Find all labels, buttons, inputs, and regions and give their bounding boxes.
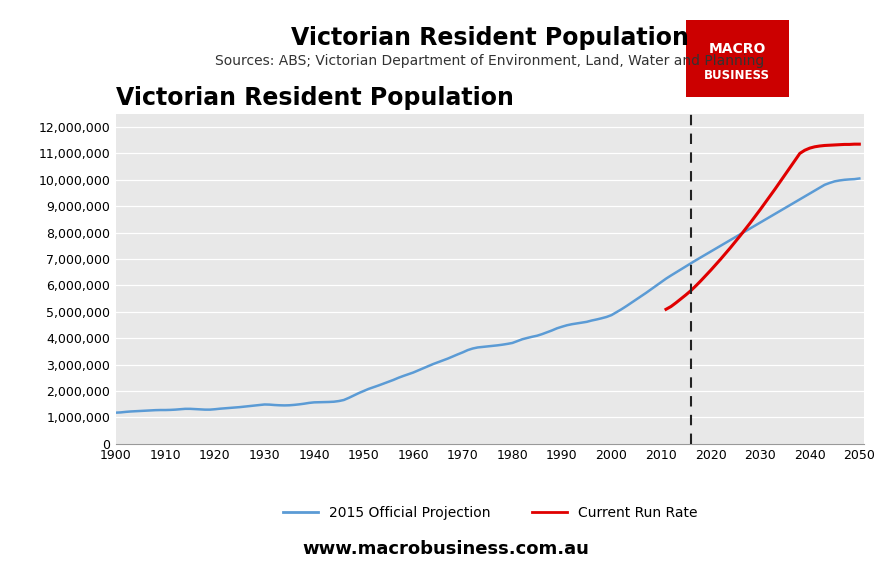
Text: Victorian Resident Population: Victorian Resident Population xyxy=(291,26,689,50)
Text: www.macrobusiness.com.au: www.macrobusiness.com.au xyxy=(302,539,589,558)
Text: MACRO: MACRO xyxy=(708,42,766,56)
Text: BUSINESS: BUSINESS xyxy=(704,69,771,82)
Text: Victorian Resident Population: Victorian Resident Population xyxy=(116,86,514,110)
Legend: 2015 Official Projection, Current Run Rate: 2015 Official Projection, Current Run Ra… xyxy=(277,500,703,525)
Text: Sources: ABS; Victorian Department of Environment, Land, Water and Planning: Sources: ABS; Victorian Department of En… xyxy=(216,54,764,68)
